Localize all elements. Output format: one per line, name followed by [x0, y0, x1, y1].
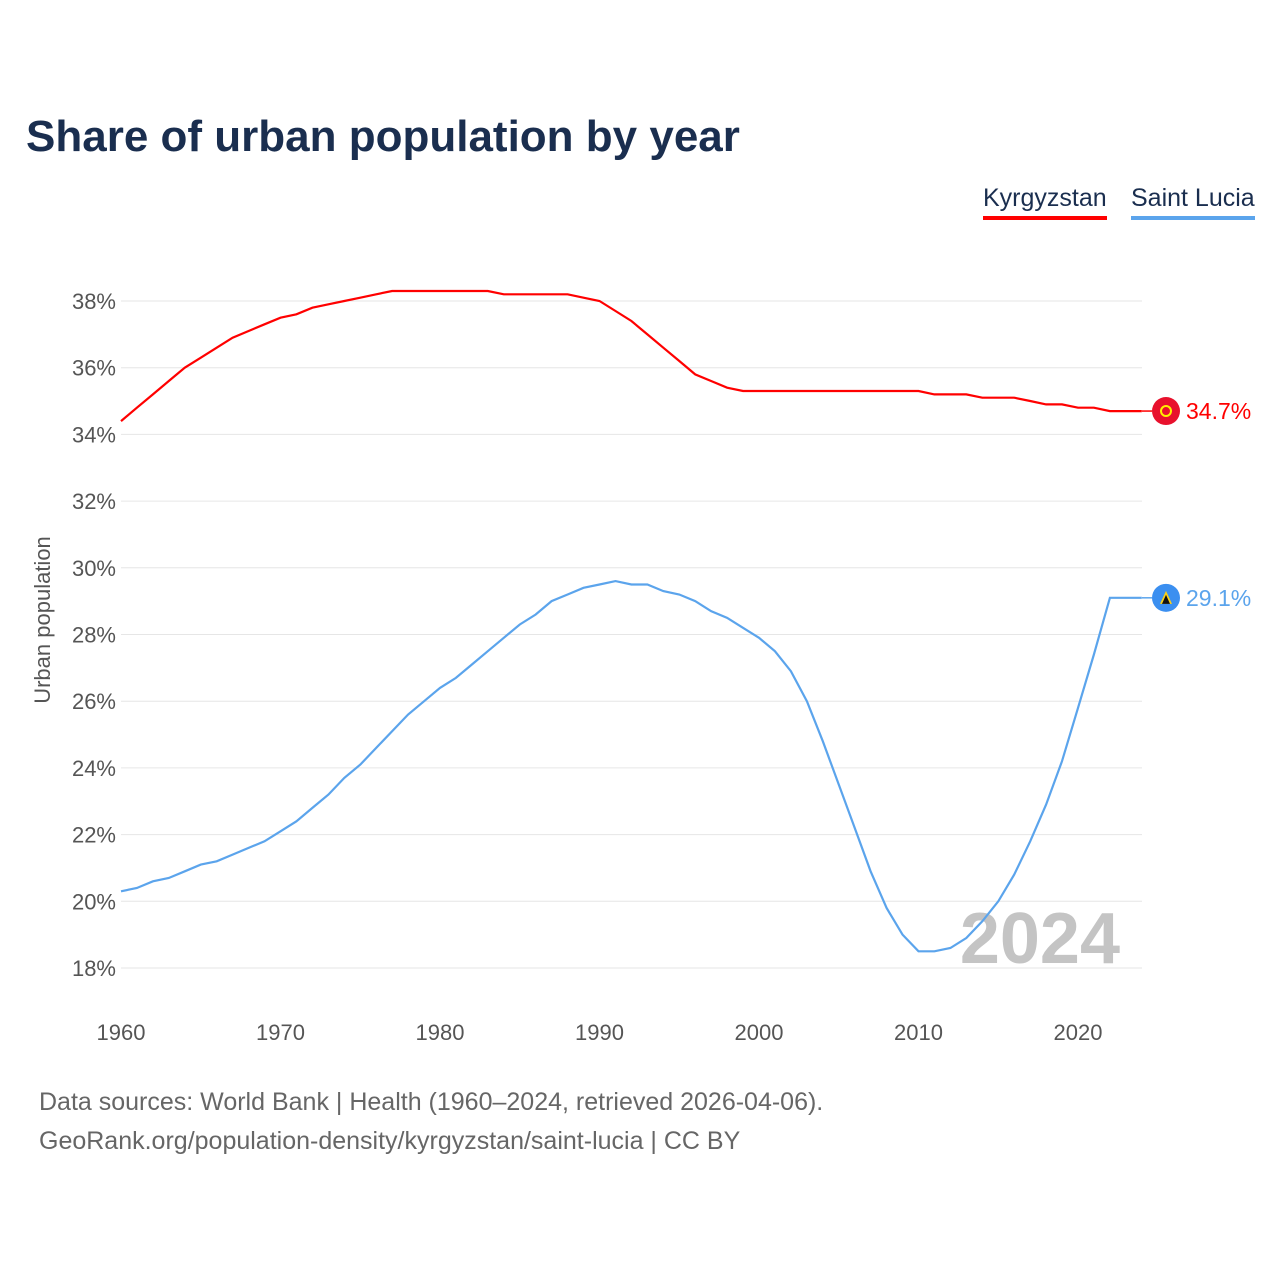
x-tick-label: 2010 [894, 1020, 943, 1045]
y-tick-label: 24% [72, 756, 116, 781]
flag-sun [1160, 405, 1172, 418]
legend-kyrgyzstan[interactable]: Kyrgyzstan [983, 184, 1107, 220]
flag-triangle-inner [1162, 594, 1170, 604]
line-chart: 18% 20% 22% 24% 26% 28% 30% 32% 34% 36% 38% 1960 197… [30, 289, 1251, 1045]
series-line-saint-lucia [120, 579, 1142, 953]
x-tick-label: 1960 [97, 1020, 146, 1045]
footer-link[interactable]: GeoRank.org/population-density/kyrgyzsta… [39, 1127, 741, 1155]
y-tick-label: 36% [72, 356, 116, 381]
y-tick-label: 34% [72, 422, 116, 447]
x-tick-label: 2020 [1054, 1020, 1103, 1045]
x-tick-label: 1980 [416, 1020, 465, 1045]
legend-saint-lucia[interactable]: Saint Lucia [1131, 184, 1255, 220]
y-tick-label: 22% [72, 823, 116, 848]
series-line-kyrgyzstan [120, 289, 1142, 422]
y-tick-label: 26% [72, 689, 116, 714]
footer-sources: Data sources: World Bank | Health (1960–… [39, 1088, 824, 1116]
y-tick-label: 18% [72, 956, 116, 981]
x-tick-label: 2000 [735, 1020, 784, 1045]
y-tick-label: 28% [72, 623, 116, 648]
y-axis-label: Urban population [30, 536, 55, 704]
y-tick-label: 32% [72, 489, 116, 514]
end-value-label: 34.7% [1186, 398, 1251, 424]
y-tick-label: 30% [72, 556, 116, 581]
end-value-label: 29.1% [1186, 585, 1251, 611]
y-tick-label: 20% [72, 889, 116, 914]
x-tick-label: 1990 [575, 1020, 624, 1045]
kyrgyzstan-flag-icon [1152, 397, 1180, 426]
x-tick-label: 1970 [256, 1020, 305, 1045]
chart-title: Share of urban population by year [26, 112, 740, 161]
y-tick-label: 38% [72, 289, 116, 314]
year-watermark: 2024 [960, 899, 1120, 979]
